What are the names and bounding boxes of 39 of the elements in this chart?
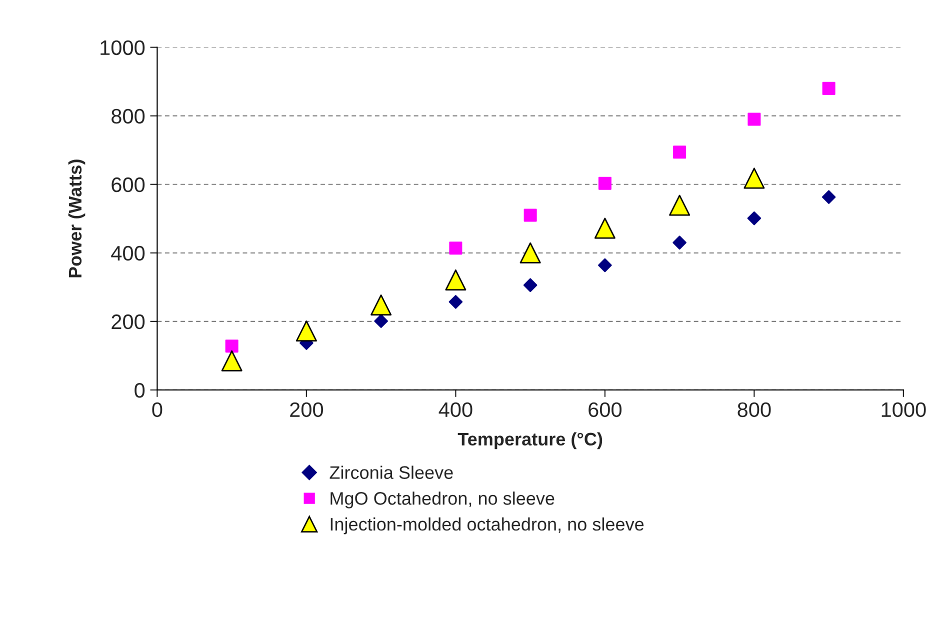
x-tick-label: 0 xyxy=(152,402,162,418)
legend-label: Injection-molded octahedron, no sleeve xyxy=(330,517,644,534)
legend-label: Zirconia Sleeve xyxy=(330,466,453,479)
point xyxy=(594,218,616,239)
x-axis-title: Temperature (°C) xyxy=(458,432,602,450)
point xyxy=(296,320,317,342)
point xyxy=(524,208,537,222)
point xyxy=(669,194,690,216)
point xyxy=(520,242,541,264)
point xyxy=(822,190,836,204)
point xyxy=(598,258,612,272)
y-tick-label: 0 xyxy=(134,382,145,398)
point xyxy=(445,269,466,290)
legend-label: MgO Octahedron, no sleeve xyxy=(330,492,554,508)
point xyxy=(449,242,462,255)
point xyxy=(744,168,765,189)
point xyxy=(374,314,388,328)
y-tick-label: 800 xyxy=(112,108,145,124)
y-tick-label: 1000 xyxy=(100,40,145,56)
point xyxy=(747,211,762,226)
point xyxy=(448,294,463,309)
y-tick-label: 200 xyxy=(112,314,145,330)
y-axis-title: Power (Watts) xyxy=(68,160,86,278)
x-tick-label: 400 xyxy=(438,402,472,418)
point xyxy=(598,176,612,190)
point xyxy=(225,340,238,353)
x-tick-label: 200 xyxy=(290,402,324,418)
point xyxy=(822,82,836,95)
point xyxy=(748,112,761,126)
point xyxy=(673,146,686,159)
y-tick-label: 600 xyxy=(112,177,145,192)
point xyxy=(370,294,392,316)
point xyxy=(221,350,242,372)
x-tick-label: 600 xyxy=(588,402,622,418)
x-tick-label: 800 xyxy=(738,402,771,418)
y-tick-label: 400 xyxy=(111,246,145,261)
point xyxy=(672,236,686,250)
x-tick-label: 1000 xyxy=(882,402,926,418)
point xyxy=(523,278,538,292)
